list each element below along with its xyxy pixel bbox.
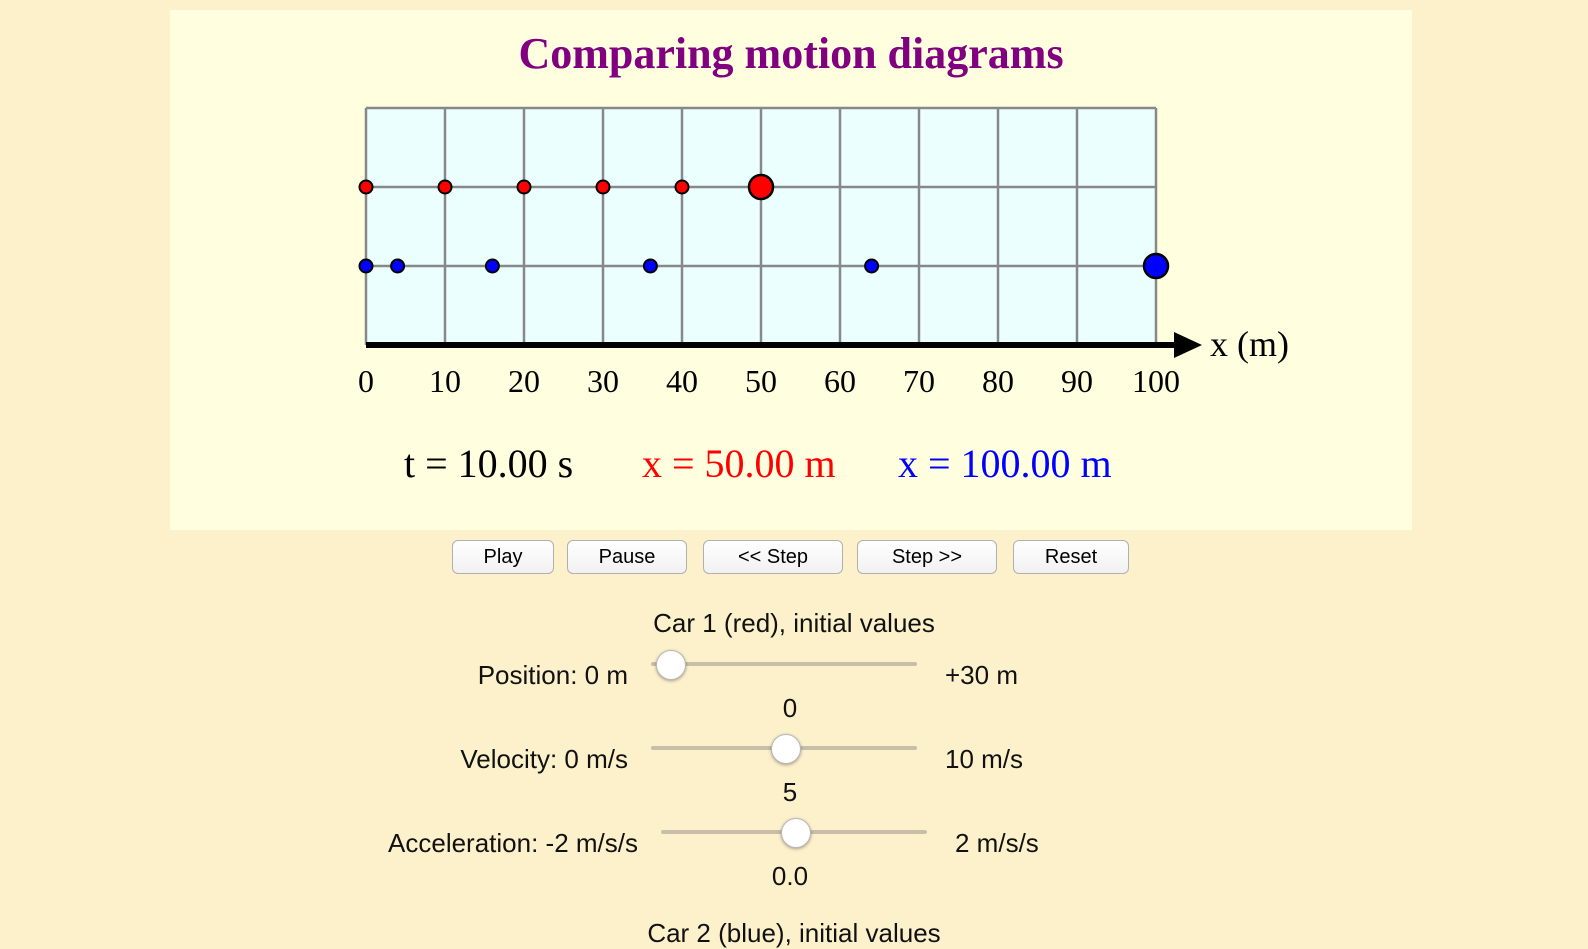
car2-dot [864,258,880,274]
car2-position-readout: x = 100.00 m [898,441,1112,486]
car2-dot [484,258,500,274]
x-axis-label: x (m) [1210,324,1289,364]
car1-dot [358,179,374,195]
car1-position-value: 0 [782,693,798,723]
car1-acceleration-value: 0.0 [771,861,809,891]
page-title: Comparing motion diagrams [518,29,1064,78]
car2-current-dot [1142,252,1170,280]
car1-current-dot [747,173,775,201]
car1-dot [437,179,453,195]
pause-button[interactable]: Pause [567,540,687,574]
car1-acceleration-max-label: 2 m/s/s [955,828,1039,858]
tick-label: 0 [358,363,374,399]
motion-diagram: x (m) 0 10 20 30 40 50 60 70 80 90 100 [358,106,1289,399]
car1-dot [674,179,690,195]
car1-heading: Car 1 (red), initial values [653,608,935,638]
tick-label: 40 [666,363,698,399]
tick-label: 20 [508,363,540,399]
car1-velocity-value: 5 [782,777,798,807]
play-button[interactable]: Play [452,540,554,574]
tick-label: 80 [982,363,1014,399]
car2-heading: Car 2 (blue), initial values [647,918,941,948]
car1-velocity-slider-thumb[interactable] [771,734,801,764]
tick-label: 10 [429,363,461,399]
car1-velocity-min-label: Velocity: 0 m/s [460,744,628,774]
car1-dot [595,179,611,195]
tick-label: 30 [587,363,619,399]
reset-button[interactable]: Reset [1013,540,1129,574]
time-readout: t = 10.00 s [404,441,574,486]
car1-acceleration-slider-thumb[interactable] [781,818,811,848]
car1-acceleration-min-label: Acceleration: -2 m/s/s [388,828,638,858]
playback-controls: Play Pause << Step Step >> Reset [0,540,1588,576]
car1-dot [516,179,532,195]
tick-label: 100 [1132,363,1180,399]
car2-dot [642,258,658,274]
car1-position-min-label: Position: 0 m [477,660,628,690]
car1-position-slider-track[interactable] [651,662,917,666]
simulation-panel: Comparing motion diagrams x (m) 0 10 20 30 4… [170,10,1412,530]
step-back-button[interactable]: << Step [703,540,843,574]
car1-velocity-max-label: 10 m/s [945,744,1024,774]
car1-position-slider-thumb[interactable] [656,650,686,680]
tick-label: 50 [745,363,777,399]
car2-dot [358,258,374,274]
tick-labels: 0 10 20 30 40 50 60 70 80 90 100 [358,363,1180,399]
car-dots [358,173,1170,280]
tick-label: 70 [903,363,935,399]
tick-label: 90 [1061,363,1093,399]
diagram-grid [364,106,1158,345]
car1-position-readout: x = 50.00 m [642,441,836,486]
car1-position-max-label: +30 m [945,660,1018,690]
step-forward-button[interactable]: Step >> [857,540,997,574]
x-axis: x (m) [366,324,1289,364]
car2-dot [390,258,406,274]
tick-label: 60 [824,363,856,399]
x-axis-arrowhead [1174,332,1202,358]
